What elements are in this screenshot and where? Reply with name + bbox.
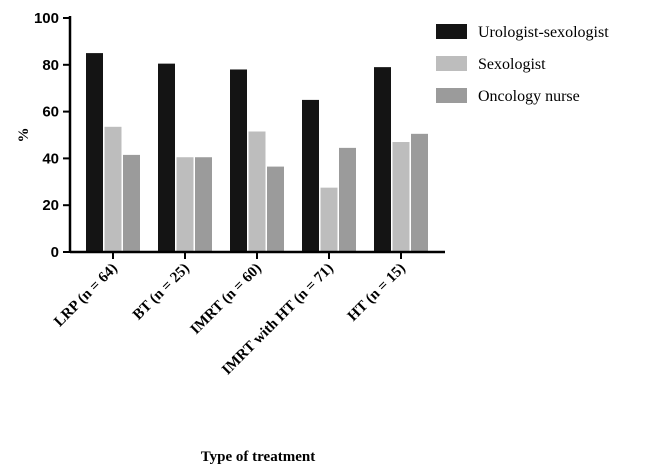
- x-ticks-group: LRP (n = 64) BT (n = 25)IMRT (n = 60)IMRT…: [51, 252, 409, 378]
- bar-4-series-2: [320, 187, 338, 252]
- bar-5-series-1: [374, 67, 391, 252]
- bar-3-series-1: [230, 69, 247, 252]
- x-tick-label: LRP (n = 64): [51, 261, 121, 331]
- bar-3-series-3: [267, 166, 284, 252]
- bar-5-series-3: [411, 133, 428, 252]
- legend-label-3: Oncology nurse: [478, 88, 580, 105]
- x-tick-label: HT (n = 15): [345, 261, 409, 325]
- bar-2-series-3: [195, 157, 212, 252]
- y-tick-label: 20: [42, 197, 59, 214]
- legend-label-1: Urologist-sexologist: [478, 24, 609, 41]
- y-tick-label: 60: [42, 104, 59, 121]
- bar-3-series-2: [248, 131, 266, 252]
- legend-label-2: Sexologist: [478, 56, 546, 73]
- legend-swatch-3: [436, 88, 467, 103]
- bar-1-series-3: [123, 154, 140, 252]
- x-axis-title: Type of treatment: [201, 449, 315, 465]
- x-tick-label: BT (n = 25): [130, 261, 193, 324]
- y-tick-label: 80: [42, 57, 59, 74]
- x-tick-label: IMRT (n = 60): [188, 261, 265, 338]
- y-tick-label: 0: [51, 244, 59, 261]
- bar-2-series-2: [176, 157, 194, 252]
- bar-1-series-2: [104, 126, 122, 252]
- bars-group: [86, 53, 428, 253]
- bar-5-series-2: [392, 142, 410, 252]
- legend-swatch-2: [436, 56, 467, 71]
- bar-1-series-1: [86, 53, 103, 252]
- bar-4-series-3: [339, 147, 356, 252]
- legend: Urologist-sexologist Sexologist Oncology n…: [436, 24, 609, 105]
- y-tick-label: 100: [34, 10, 59, 27]
- legend-swatch-1: [436, 24, 467, 39]
- bar-4-series-1: [302, 99, 319, 253]
- bar-2-series-1: [158, 63, 175, 252]
- y-ticks-group: 0 20 40 60 80 100: [34, 10, 70, 261]
- y-tick-label: 40: [42, 150, 59, 167]
- y-axis-title: %: [16, 128, 32, 143]
